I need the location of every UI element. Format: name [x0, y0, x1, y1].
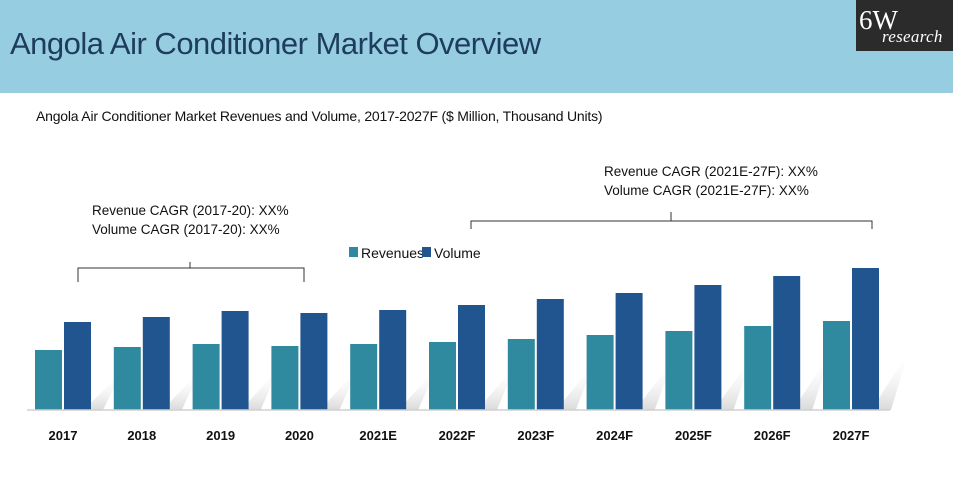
bar-shadow	[721, 357, 752, 410]
bar-shadow	[879, 350, 909, 410]
bar-shadow	[327, 369, 358, 410]
cagr-note-forecast: Revenue CAGR (2021E-27F): XX% Volume CAG…	[604, 162, 818, 200]
legend-swatch-revenues	[349, 247, 358, 257]
revenue-cagr-historical: Revenue CAGR (2017-20): XX%	[92, 203, 289, 218]
bar-revenues-2018	[113, 347, 141, 410]
page-title: Angola Air Conditioner Market Overview	[10, 26, 541, 61]
bar-revenues-2024f	[586, 335, 614, 410]
legend-swatch-volume	[422, 247, 431, 257]
bar-volume-2025f	[694, 285, 722, 410]
header-banner: Angola Air Conditioner Market Overview	[0, 0, 953, 93]
bar-shadow	[563, 363, 594, 410]
bar-shadow	[642, 360, 673, 410]
bar-revenues-2026f	[744, 326, 772, 410]
volume-cagr-historical: Volume CAGR (2017-20): XX%	[92, 222, 280, 237]
bar-volume-2026f	[773, 276, 801, 410]
x-tick-label: 2018	[127, 428, 156, 443]
x-tick-label: 2025F	[675, 428, 712, 443]
bar-volume-2017	[64, 322, 91, 410]
bar-shadow	[406, 368, 437, 410]
legend-label-revenues: Revenues	[361, 245, 424, 261]
bar-volume-2021e	[379, 310, 407, 410]
volume-cagr-forecast: Volume CAGR (2021E-27F): XX%	[604, 183, 809, 198]
chart-title: Angola Air Conditioner Market Revenues a…	[36, 108, 603, 124]
x-tick-label: 2022F	[439, 428, 476, 443]
x-tick-label: 2020	[285, 428, 314, 443]
bar-revenues-2023f	[507, 339, 535, 410]
bar-volume-2024f	[615, 293, 643, 410]
bar-shadow	[248, 368, 279, 410]
bar-revenues-2020	[271, 346, 299, 410]
bar-revenues-2017	[35, 350, 62, 410]
legend-label-volume: Volume	[434, 245, 481, 261]
legend: Revenues Volume	[349, 245, 481, 261]
bar-revenues-2025f	[665, 331, 693, 410]
brand-logo: 6W research	[856, 0, 953, 51]
x-tick-label: 2026F	[754, 428, 791, 443]
x-tick-label: 2023F	[517, 428, 554, 443]
bracket-forecast	[470, 212, 873, 229]
bar-shadow	[485, 365, 515, 410]
logo-sub-text: research	[882, 27, 943, 46]
bracket-historical	[77, 262, 305, 282]
x-tick-label: 2019	[206, 428, 235, 443]
x-tick-label: 2027F	[833, 428, 870, 443]
bar-volume-2027f	[852, 268, 879, 410]
bar-volume-2019	[221, 311, 249, 410]
bar-volume-2022f	[458, 305, 485, 410]
bar-revenues-2022f	[429, 342, 456, 410]
bar-volume-2020	[300, 313, 328, 410]
bar-volume-2018	[142, 317, 170, 410]
bar-shadow	[91, 373, 121, 410]
revenue-cagr-forecast: Revenue CAGR (2021E-27F): XX%	[604, 164, 818, 179]
bar-revenues-2019	[192, 344, 220, 410]
cagr-note-historical: Revenue CAGR (2017-20): XX% Volume CAGR …	[92, 201, 289, 239]
bar-shadow	[169, 370, 200, 410]
bar-shadow	[800, 353, 831, 410]
x-tick-label: 2024F	[596, 428, 633, 443]
x-tick-label: 2017	[49, 428, 78, 443]
logo-main-text: 6W	[859, 5, 898, 35]
bar-volume-2023f	[536, 299, 564, 410]
bar-revenues-2021e	[350, 344, 378, 410]
x-tick-label: 2021E	[359, 428, 397, 443]
bar-revenues-2027f	[823, 321, 850, 410]
